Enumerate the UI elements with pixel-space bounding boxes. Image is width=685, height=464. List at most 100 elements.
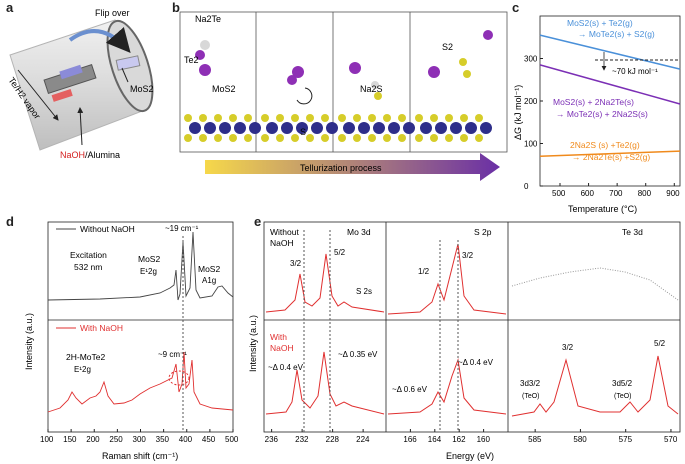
sulfur-atom [244, 114, 252, 122]
x-tick-label: 160 [477, 435, 491, 444]
na2te-label: Na2Te [195, 14, 221, 24]
sulfur-atom [276, 134, 284, 142]
sulfur-atom [338, 134, 346, 142]
molybdenum-atom [266, 122, 278, 134]
sulfur-atom [199, 134, 207, 142]
naoh-alumina-substrate [51, 89, 73, 102]
s-label: S [300, 127, 306, 137]
dg-ticks: 500 600 700 800 900 0 100 200 300 [524, 55, 680, 199]
xps-ylabel: Intensity (a.u.) [248, 315, 258, 372]
dg-gap-label: ~70 kJ mol⁻¹ [612, 67, 658, 76]
molybdenum-atom [234, 122, 246, 134]
naoh-pointer-arrow [77, 107, 84, 146]
mos2-e-label: MoS2 [138, 254, 160, 264]
sulfur-atom [430, 134, 438, 142]
molybdenum-atom [358, 122, 370, 134]
sulfur-atom [338, 114, 346, 122]
te2-molecule-4 [428, 66, 440, 78]
s2-label: S2 [442, 42, 453, 52]
raman-without-naoh [47, 231, 234, 301]
vapor-flow-arrow [17, 69, 59, 121]
s2-molecule [459, 58, 467, 66]
sulfur-atom [415, 114, 423, 122]
molybdenum-atom [311, 122, 323, 134]
panel-label-a: a [6, 0, 14, 15]
s2-molecule-b [463, 70, 471, 78]
series-r1-line [539, 34, 681, 70]
tellurization-arrow [205, 153, 500, 181]
xps-s-without [387, 243, 507, 315]
xps-te-teo-2: (TeO) [614, 393, 632, 400]
mos2-substrate-in-tube [59, 64, 83, 80]
xps-te-teo-1: (TeO) [522, 393, 540, 400]
raman-with-naoh [47, 351, 234, 413]
xps-s-peak-32: 3/2 [462, 251, 474, 260]
molybdenum-atom [435, 122, 447, 134]
x-tick-label: 570 [664, 435, 678, 444]
te2-molecule-3 [349, 62, 361, 74]
x-tick-label: 200 [86, 435, 100, 444]
legend-without: Without NaOH [80, 224, 135, 234]
legend-with: With NaOH [80, 323, 123, 333]
atomic-process-frames [179, 11, 508, 153]
molybdenum-atom [373, 122, 385, 134]
flip-over-label: Flip over [95, 8, 130, 18]
molybdenum-atom [296, 122, 308, 134]
x-tick-label: 900 [666, 189, 680, 198]
sulfur-atom [214, 114, 222, 122]
sulfur-atom [445, 134, 453, 142]
xps-without-line2: NaOH [270, 238, 294, 248]
raman-ticks: 100 150 200 250 300 350 400 450 500 [40, 429, 239, 444]
sulfur-atom [368, 134, 376, 142]
mos2-pointer [121, 67, 129, 83]
wavelength-label: 532 nm [74, 262, 102, 272]
molybdenum-atom [450, 122, 462, 134]
te2-molecule [199, 64, 211, 76]
molybdenum-atom [326, 122, 338, 134]
xps-mo3d-label: Mo 3d [347, 227, 371, 237]
x-tick-label: 162 [452, 435, 466, 444]
xps-te-52: 5/2 [654, 339, 666, 348]
y-tick-label: 300 [524, 55, 538, 64]
x-tick-label: 500 [552, 189, 566, 198]
sulfur-atom [383, 134, 391, 142]
xps-s2p-label: S 2p [474, 227, 492, 237]
molybdenum-atom [343, 122, 355, 134]
reaction1-line2: → MoTe2(s) + S2(g) [578, 29, 655, 39]
alumina-label: /Alumina [85, 150, 120, 160]
xps-ticks: 236 232 228 224 166 164 162 160 585 580 575 570 [265, 429, 678, 444]
sulfur-atom [229, 114, 237, 122]
molybdenum-atom [249, 122, 261, 134]
na2te-molecule [200, 40, 210, 50]
reaction1-line1: MoS2(s) + Te2(g) [567, 18, 633, 28]
molybdenum-atom [465, 122, 477, 134]
split-bottom-label: ~9 cm⁻¹ [158, 350, 187, 359]
y-tick-label: 100 [524, 140, 538, 149]
te2-label: Te2 [184, 55, 199, 65]
x-tick-label: 228 [326, 435, 340, 444]
panel-label-c: c [512, 0, 520, 15]
sulfur-atom [306, 134, 314, 142]
molybdenum-atom [480, 122, 492, 134]
xps-mo-peak-s2s: S 2s [356, 287, 372, 296]
raman-chart: 100 150 200 250 300 350 400 450 500 [40, 221, 239, 444]
molybdenum-atom [403, 122, 415, 134]
xps-mo-without [265, 253, 385, 313]
mos2-label-a: MoS2 [130, 84, 154, 94]
sulfur-atom [368, 114, 376, 122]
s-atom-leaving [374, 92, 382, 100]
te-atom [195, 50, 205, 60]
raman-ylabel: Intensity (a.u.) [24, 313, 34, 370]
molybdenum-atom [420, 122, 432, 134]
sulfur-atom [415, 134, 423, 142]
x-tick-label: 166 [403, 435, 417, 444]
x-tick-label: 400 [179, 435, 193, 444]
xps-shift-4: ~Δ 0.4 eV [458, 358, 494, 367]
sulfur-atom [214, 134, 222, 142]
x-tick-label: 350 [156, 435, 170, 444]
x-tick-label: 224 [356, 435, 370, 444]
x-tick-label: 300 [133, 435, 147, 444]
mos2-a-label: MoS2 [198, 264, 220, 274]
xps-s-peak-12: 1/2 [418, 267, 430, 276]
x-tick-label: 232 [295, 435, 309, 444]
